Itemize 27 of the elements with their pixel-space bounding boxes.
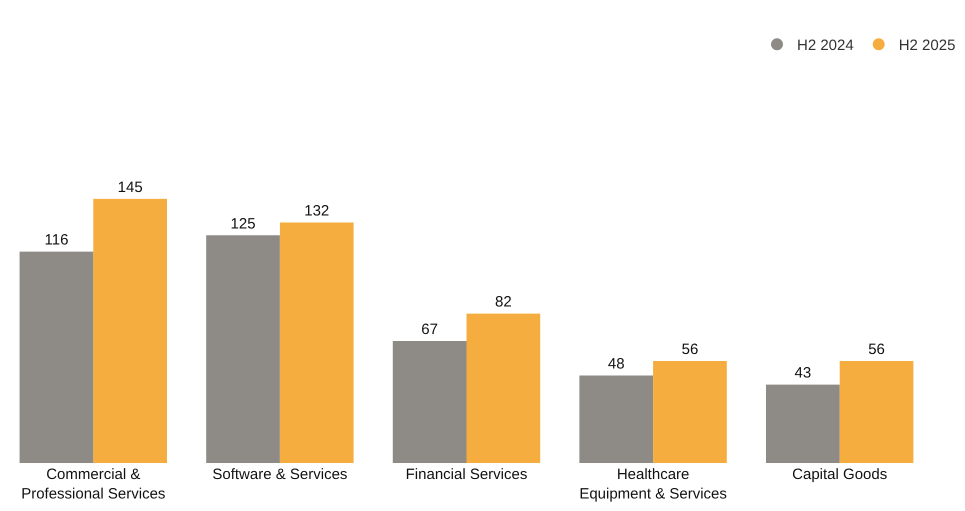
bar <box>93 198 168 463</box>
bar <box>280 222 354 463</box>
data-label: 82 <box>495 294 512 311</box>
data-label: 67 <box>421 320 438 338</box>
x-tick-label: Software & Services <box>212 466 348 483</box>
bar <box>466 314 540 463</box>
bar <box>392 340 466 463</box>
data-label: 56 <box>868 340 885 358</box>
legend-label: H2 2024 <box>796 37 854 54</box>
data-label: 125 <box>230 215 256 232</box>
bar <box>766 384 840 463</box>
x-tick-label: Capital Goods <box>792 466 888 483</box>
bar <box>840 360 914 463</box>
x-tick-label: Commercial & Professional Services <box>21 466 166 502</box>
x-tick-label: Financial Services <box>406 466 528 483</box>
data-label: 145 <box>118 178 143 196</box>
data-label: 48 <box>608 356 625 373</box>
data-label: 132 <box>304 202 330 220</box>
bar <box>206 235 280 463</box>
x-tick-label: Healthcare Equipment & Services <box>579 466 727 502</box>
bar <box>579 376 654 463</box>
bar <box>20 252 94 463</box>
data-label: 43 <box>794 364 812 382</box>
data-label: 116 <box>44 232 68 249</box>
legend-label: H2 2025 <box>898 37 956 54</box>
data-label: 56 <box>682 340 698 358</box>
bar <box>653 360 727 463</box>
